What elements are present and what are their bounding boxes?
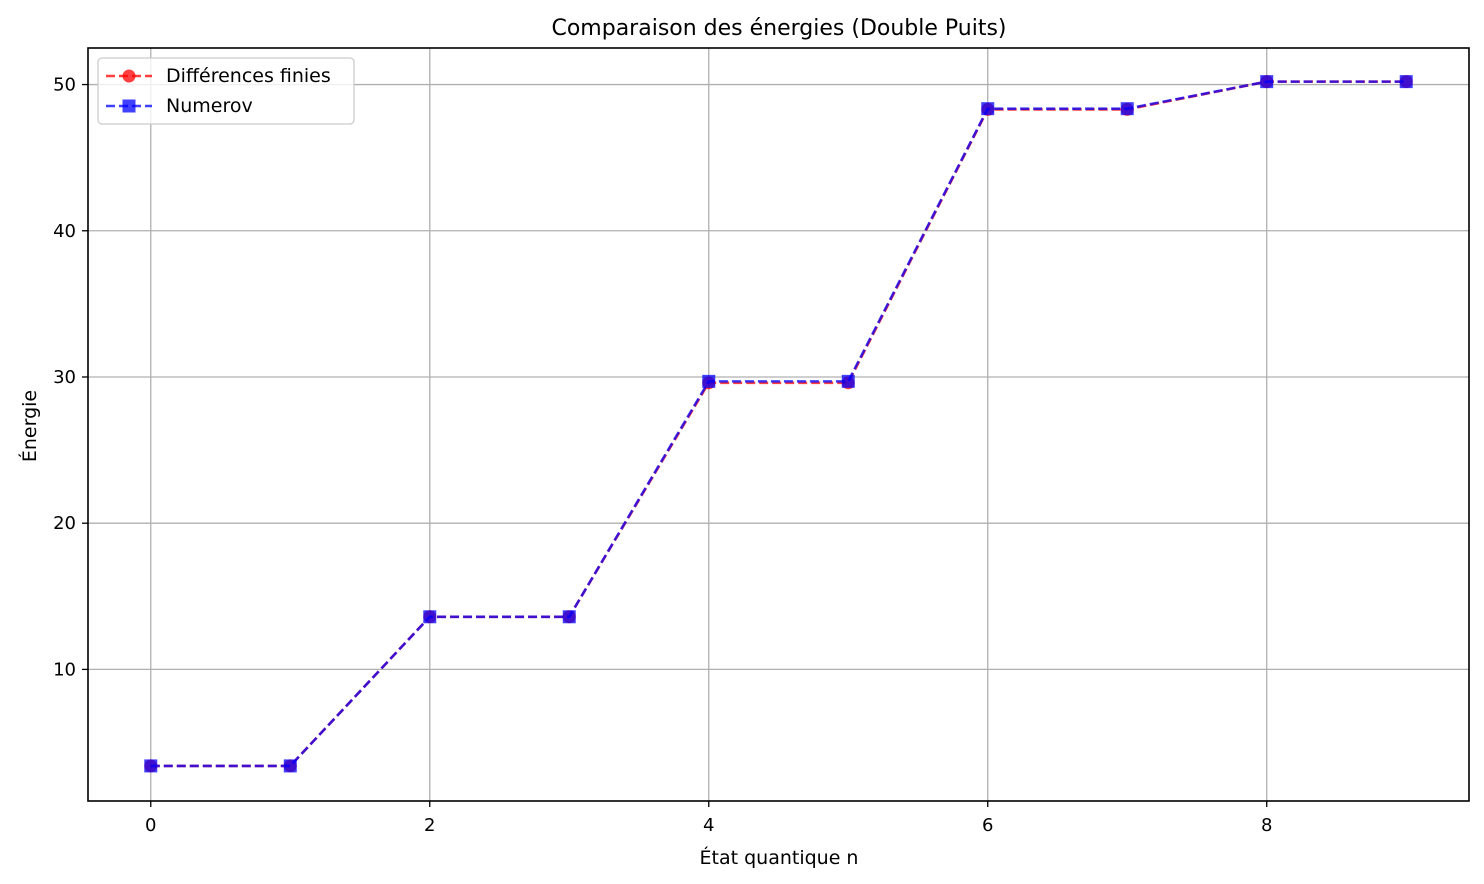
gridlines: [88, 48, 1469, 801]
y-tick-label: 50: [53, 75, 76, 96]
data-point-numerov: [981, 102, 995, 116]
data-point-numerov: [702, 374, 716, 388]
legend-marker-differences-finies: [122, 69, 136, 83]
data-point-numerov: [1399, 75, 1413, 89]
chart-title: Comparaison des énergies (Double Puits): [551, 16, 1006, 41]
legend-label-differences-finies: Différences finies: [166, 65, 331, 87]
legend: Différences finies Numerov: [97, 57, 355, 125]
data-point-numerov: [423, 610, 437, 624]
x-tick-label: 0: [145, 815, 156, 836]
y-axis-label: Énergie: [18, 390, 41, 462]
y-tick-label: 40: [53, 221, 76, 242]
series-group: [144, 75, 1413, 773]
data-point-numerov: [283, 759, 297, 773]
ticks: 0 2 4 6 8 10 20 30 40 50: [53, 75, 1272, 836]
y-tick-label: 20: [53, 513, 76, 534]
x-tick-label: 4: [703, 815, 714, 836]
data-point-numerov: [562, 610, 576, 624]
x-tick-label: 6: [982, 815, 993, 836]
legend-box: [97, 57, 355, 125]
data-point-numerov: [144, 759, 158, 773]
series-numerov: [144, 75, 1413, 773]
y-tick-label: 30: [53, 367, 76, 388]
legend-label-numerov: Numerov: [166, 95, 253, 117]
plot-frame: [87, 47, 1470, 802]
x-tick-label: 2: [424, 815, 435, 836]
data-point-numerov: [841, 374, 855, 388]
series-line-numerov: [150, 80, 1407, 768]
data-point-numerov: [1260, 75, 1274, 89]
y-tick-label: 10: [53, 659, 76, 680]
x-axis-label: État quantique n: [700, 846, 859, 869]
x-tick-label: 8: [1261, 815, 1272, 836]
data-point-numerov: [1120, 102, 1134, 116]
legend-marker-numerov: [122, 99, 136, 113]
